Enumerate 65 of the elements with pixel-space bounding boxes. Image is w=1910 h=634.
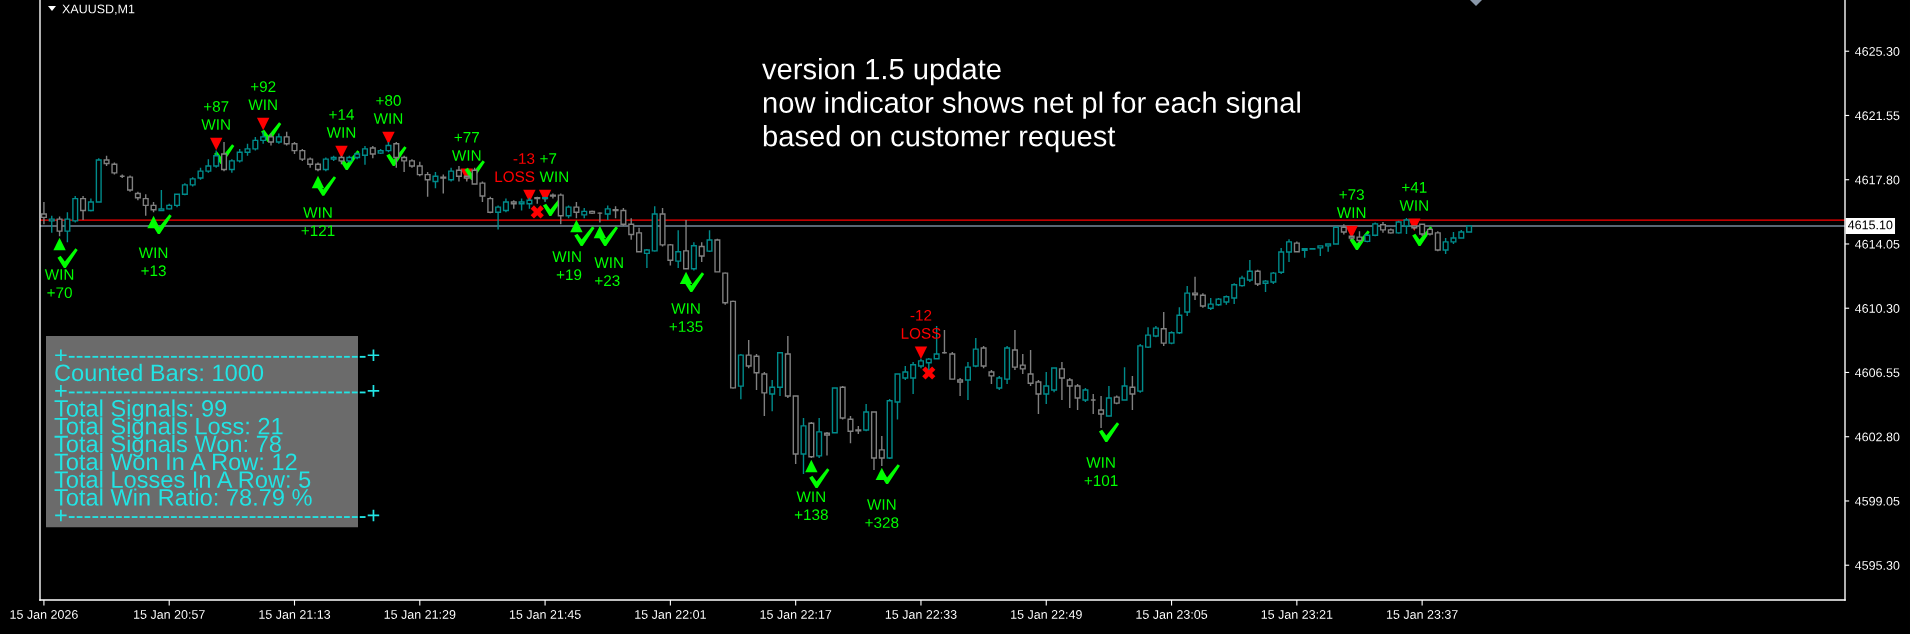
annotation: WIN: [44, 269, 74, 280]
annotation: WIN: [303, 207, 332, 218]
y-tick-label: 4625.30: [1855, 47, 1900, 56]
annotation: +92: [250, 81, 276, 93]
text: version 1.5 update now indicator shows net pl for each signal based on customer request: [762, 58, 1300, 153]
annotation: +14: [329, 109, 354, 120]
annotation: +80: [376, 95, 401, 106]
annotation: +23: [595, 275, 620, 287]
y-tick-label: 4595.30: [1855, 561, 1900, 570]
annotation: WIN: [796, 491, 825, 502]
y-tick-label: 4599.05: [1855, 496, 1900, 506]
annotation: LOSS: [495, 171, 535, 183]
annotation: Total Win Ratio: 78.79 %: [54, 488, 312, 506]
x-tick-label: 15 Jan 2026: [10, 610, 78, 619]
x-tick-label: 15 Jan 23:05: [1136, 610, 1208, 619]
y-tick-label: 4610.30: [1855, 304, 1900, 313]
annotation: +41: [1402, 182, 1427, 193]
annotation: +135: [669, 321, 703, 332]
x-tick-label: 15 Jan 22:49: [1011, 610, 1082, 619]
annotation: Total Losses In A Row: 5: [54, 470, 311, 488]
annotation: LOSS: [901, 328, 941, 339]
annotation: WIN: [138, 247, 168, 258]
annotation: WIN: [373, 113, 403, 124]
y-tick-label: 4621.55: [1855, 111, 1900, 121]
y-tick-label: 4602.80: [1855, 432, 1900, 442]
annotation: WIN: [326, 127, 356, 138]
x-tick-label: 15 Jan 20:57: [134, 610, 205, 619]
annotation: +101: [1084, 475, 1118, 487]
annotation: +70: [47, 287, 72, 299]
annotation: -13: [513, 153, 535, 164]
annotation: -12: [910, 309, 932, 321]
ref-line-label: 4615.10: [1847, 220, 1893, 230]
annotation: +13: [141, 265, 166, 277]
annotation: WIN: [671, 303, 700, 314]
annotation: +87: [203, 101, 229, 112]
x-tick-label: 15 Jan 22:01: [635, 610, 706, 619]
x-tick-label: 15 Jan 22:17: [760, 610, 832, 619]
y-tick-label: 4617.80: [1855, 175, 1900, 185]
annotation: +77: [454, 132, 479, 143]
annotation: WIN: [867, 499, 896, 510]
annotation: Counted Bars: 1000: [55, 363, 264, 382]
annotation: WIN: [1336, 207, 1366, 218]
annotation: +19: [556, 269, 582, 281]
annotation: WIN: [1399, 200, 1428, 211]
x-tick-label: 15 Jan 21:45: [509, 610, 581, 619]
annotation: +121: [301, 225, 335, 236]
annotation: WIN: [201, 119, 230, 130]
annotation: WIN: [539, 171, 568, 182]
x-tick-label: 15 Jan 23:37: [1386, 610, 1458, 619]
y-tick-label: 4614.05: [1855, 239, 1900, 249]
x-tick-label: 15 Jan 22:33: [885, 610, 957, 619]
annotation: +73: [1339, 189, 1364, 200]
annotation: WIN: [1086, 457, 1115, 468]
annotation: +138: [794, 509, 828, 521]
annotation: +328: [865, 517, 899, 528]
x-tick-label: 15 Jan 21:29: [384, 610, 456, 619]
annotation: WIN: [452, 150, 481, 161]
annotation: WIN: [552, 251, 581, 262]
x-tick-label: 15 Jan 23:21: [1261, 610, 1333, 619]
annotation: WIN: [248, 99, 277, 110]
annotation: +7: [540, 153, 557, 164]
annotation: WIN: [594, 257, 623, 268]
x-tick-label: 15 Jan 21:13: [259, 610, 331, 619]
chart-title: XAUUSD,M1: [62, 4, 135, 15]
y-tick-label: 4606.55: [1855, 368, 1900, 378]
